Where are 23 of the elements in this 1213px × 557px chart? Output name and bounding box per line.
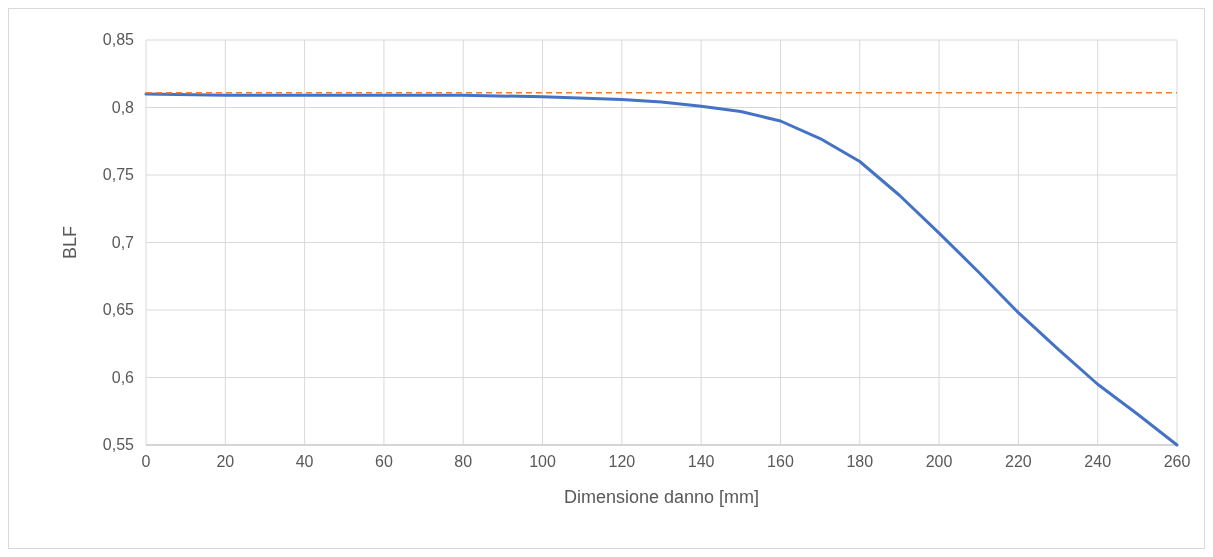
y-tick-label: 0,85 [102, 31, 135, 48]
y-tick-label: 0,7 [111, 233, 135, 251]
x-tick-label: 40 [295, 453, 314, 470]
x-tick-label: 0 [141, 453, 151, 470]
x-tick-label: 200 [925, 453, 953, 470]
x-tick-label: 120 [608, 453, 636, 470]
y-axis-title: BLF [60, 225, 80, 260]
x-tick-label: 160 [767, 453, 794, 470]
x-tick-label: 260 [1163, 453, 1191, 470]
x-tick-label: 60 [375, 453, 393, 470]
y-tick-label: 0,65 [102, 301, 135, 318]
x-tick-label: 140 [687, 453, 715, 470]
y-tick-label: 0,6 [111, 368, 135, 386]
x-tick-label: 240 [1084, 453, 1112, 470]
x-axis-title: Dimensione danno [mm] [563, 487, 760, 507]
x-tick-label: 220 [1005, 453, 1032, 470]
x-tick-label: 80 [454, 453, 473, 470]
x-tick-label: 180 [846, 453, 874, 470]
x-tick-label: 20 [216, 453, 235, 470]
y-tick-label: 0,55 [102, 436, 135, 453]
x-tick-label: 100 [529, 453, 556, 470]
y-tick-label: 0,75 [102, 166, 135, 183]
y-tick-label: 0,8 [111, 98, 135, 116]
